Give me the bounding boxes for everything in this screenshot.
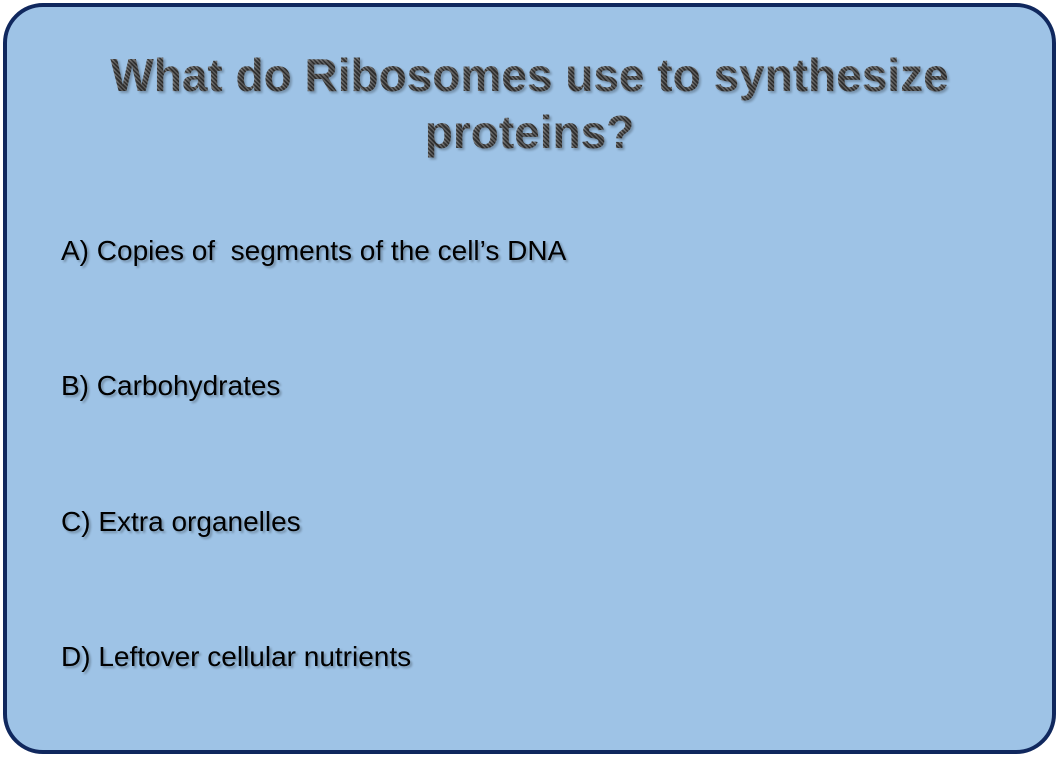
answer-option-a[interactable]: A) Copies of segments of the cell’s DNA (61, 235, 567, 266)
question-title: What do Ribosomes use to synthesize prot… (7, 47, 1052, 161)
quiz-slide: What do Ribosomes use to synthesize prot… (3, 3, 1056, 754)
answer-option-b[interactable]: B) Carbohydrates (61, 370, 281, 401)
answer-option-d[interactable]: D) Leftover cellular nutrients (61, 641, 412, 672)
answer-option-c[interactable]: C) Extra organelles (61, 506, 301, 537)
